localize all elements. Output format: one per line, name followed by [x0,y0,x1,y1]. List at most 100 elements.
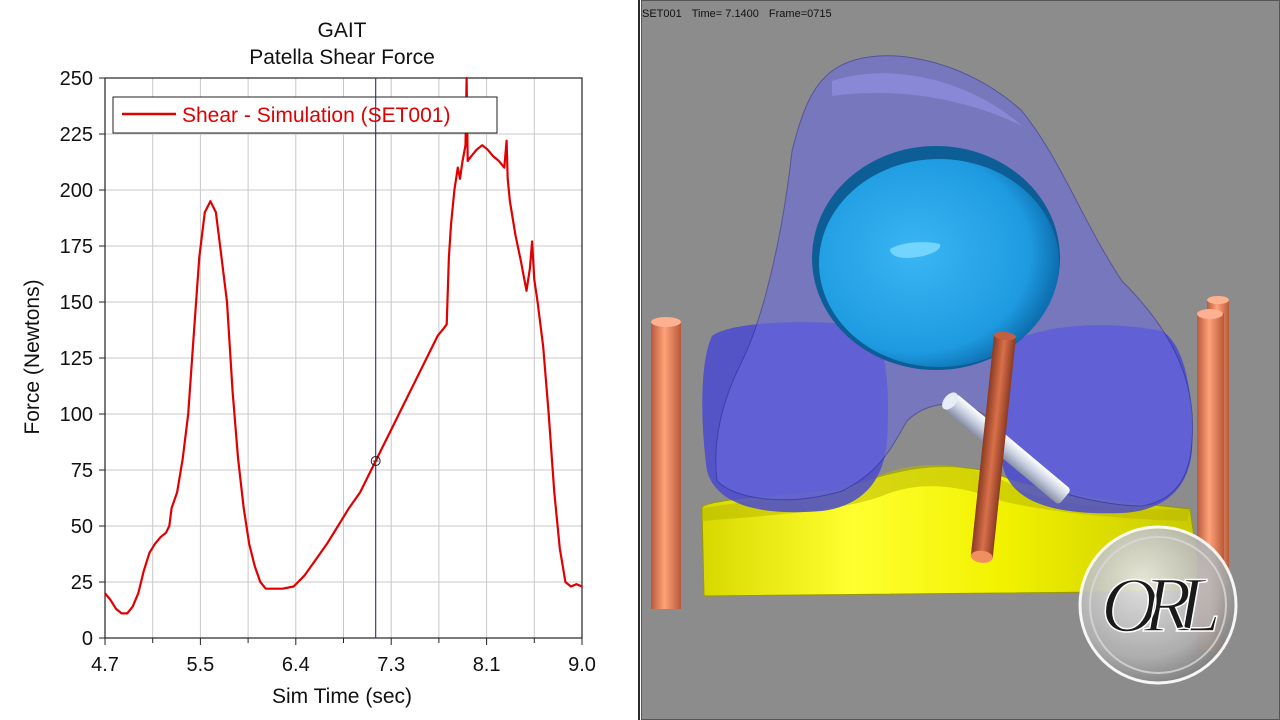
series-point [248,543,251,545]
axis-layer: 0 25 50 75 100 125 150 175 200 225 250 4.7 5.5 6.4 7.3… [60,68,596,676]
series-point [231,390,234,393]
series-point [464,144,467,146]
x-axis-label: Sim Time (sec) [272,685,412,708]
series-point [470,155,472,158]
series-point [450,222,452,225]
series-point [481,144,483,146]
series-point [529,267,531,270]
series-point [547,413,550,415]
series-point [292,585,295,588]
series-layer [104,76,583,615]
series-point [559,547,561,550]
right-rear-pin-cap [1207,296,1229,304]
center-pin[interactable] [970,331,1016,564]
series-point [131,605,134,608]
series-point [337,525,339,527]
series-point [442,328,445,330]
knee-scene[interactable]: ORL [642,1,1280,720]
y-tick-label: 25 [71,572,93,594]
series-point [525,290,528,292]
femur-shell-highlight [832,73,1022,126]
series-point [159,536,162,538]
patella-contact-patch [890,242,941,258]
series-point [466,160,469,162]
series-point [509,200,511,202]
series-point [154,543,156,545]
y-tick-label: 100 [60,404,93,426]
series-point [505,139,508,142]
left-pin-cap [651,317,681,327]
frame-readout: Frame=0715 [768,8,832,20]
series-point [120,612,123,615]
series-point [425,357,428,359]
x-tick-label: 7.3 [377,654,405,676]
y-tick-label: 50 [71,516,93,538]
series-point [242,507,245,509]
series-point [498,160,500,162]
series-point [370,469,373,471]
series-point [314,558,317,561]
x-tick-label: 5.5 [186,654,214,676]
series-point [506,178,509,180]
time-readout: Time= 7.1400 [691,8,759,20]
series-point [281,587,284,590]
viewport-3d[interactable]: ORL SET001 Time= 7.1400 Frame=0715 [641,0,1280,720]
series-point [170,507,173,509]
series-point [533,278,536,281]
series-point [414,379,417,382]
cursor-marker[interactable] [370,456,381,467]
series-point [270,587,273,590]
series-point [459,178,461,180]
x-tick-label: 8.1 [473,654,501,676]
series-point [187,413,189,415]
orl-logo: ORL [1078,525,1238,685]
series-point [326,543,328,545]
series-point [503,166,506,169]
series-point [436,334,439,337]
series-point [104,592,106,594]
series-point [148,552,151,554]
series-point [581,585,583,588]
y-tick-label: 250 [60,68,93,90]
patella-cup[interactable] [819,159,1059,367]
series-point [348,507,350,509]
series-point [514,234,517,236]
series-point [168,525,171,527]
legend-label: Shear - Simulation (SET001) [182,104,450,127]
chart-subtitle: Patella Shear Force [249,46,435,69]
series-point [192,334,195,337]
series-point [465,77,468,79]
series-point [181,458,184,460]
series-point [137,592,140,594]
series-point [492,155,495,158]
series-point [564,581,567,583]
series-point [209,200,212,202]
series-point [486,148,489,151]
x-tick-label: 4.7 [91,654,119,676]
series-point [253,565,256,568]
series-point [448,256,450,259]
series-point [143,570,145,572]
series-point [536,301,539,303]
y-axis-label: Force (Newtons) [21,279,44,434]
logo-text: ORL [1101,561,1217,648]
ligament-rod[interactable] [939,389,1071,505]
series-point [403,402,406,404]
series-point [359,491,361,494]
time-cursor[interactable] [370,78,381,638]
plot-panel: GAIT Patella Shear Force 0 25 50 75 100 125 15… [21,0,640,720]
series-point [176,491,178,494]
y-tick-label: 75 [71,460,93,482]
left-pin [651,321,681,609]
series-point [520,260,522,263]
series-point [553,491,556,494]
y-tick-label: 200 [60,180,93,202]
patella-shear-chart: GAIT Patella Shear Force 0 25 50 75 100 125 15… [21,19,596,708]
set-name: SET001 [642,8,682,20]
series-point [453,189,456,191]
chart-legend: Shear - Simulation (SET001) [112,96,498,134]
series-point [126,612,128,615]
series-point [265,587,267,590]
series-point [381,446,384,449]
status-bar: SET001 Time= 7.1400 Frame=0715 [642,8,842,20]
